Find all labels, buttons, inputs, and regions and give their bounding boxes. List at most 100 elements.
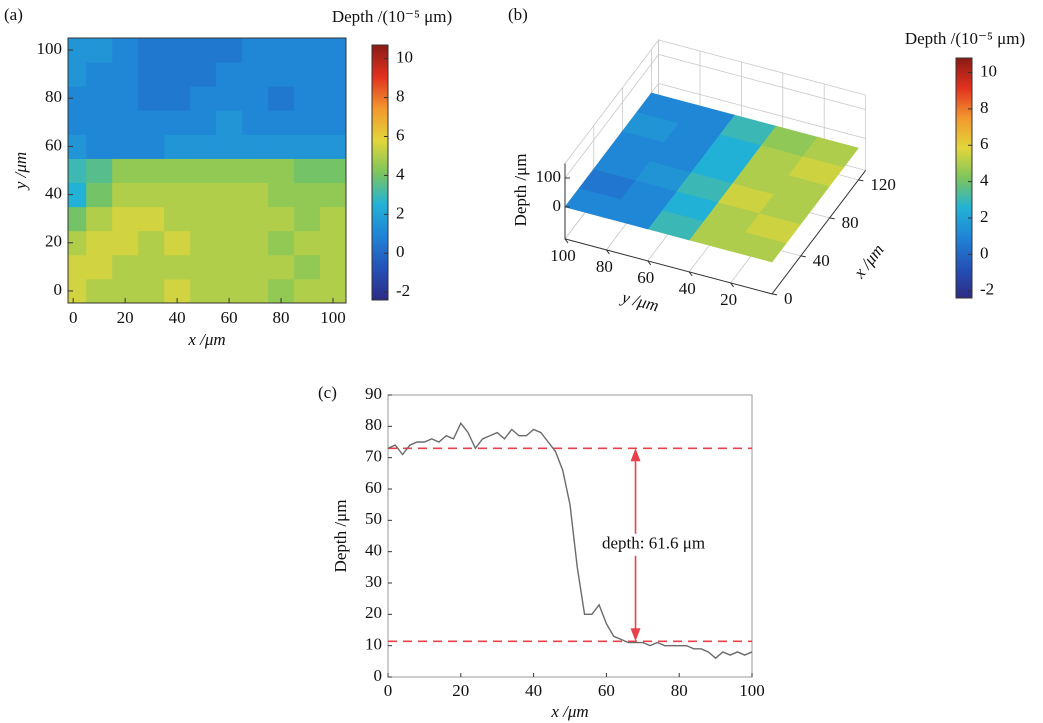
heatmap-cell: [138, 62, 165, 87]
heatmap-cell: [164, 254, 191, 280]
y-tick-label: 70: [365, 447, 382, 466]
y-tick: [730, 282, 734, 288]
colorbar-tick-label: 0: [396, 242, 405, 261]
y-tick-label: 60: [45, 135, 62, 154]
heatmap-cell: [216, 206, 243, 232]
heatmap-cell: [190, 38, 217, 63]
heatmap-cell: [112, 254, 139, 280]
heatmap-cell: [164, 206, 191, 232]
heatmap-cell: [320, 230, 346, 256]
x-tick-label: 80: [671, 681, 688, 700]
heatmap-cell: [164, 230, 191, 256]
heatmap-cell: [86, 86, 113, 111]
heatmap-cell: [242, 38, 269, 63]
heatmap-cell: [216, 230, 243, 256]
x-tick-label: 40: [525, 681, 542, 700]
x-tick-label: 40: [169, 308, 186, 327]
heatmap-cell: [138, 38, 165, 63]
heatmap-cell: [242, 110, 269, 135]
heatmap-cell: [294, 254, 321, 280]
heatmap-cell: [216, 38, 243, 63]
heatmap-cell: [242, 134, 269, 159]
heatmap-cell: [190, 62, 217, 87]
heatmap-cell: [164, 86, 191, 111]
y-axis-label: y /μm: [11, 152, 30, 191]
profile-line: [387, 421, 753, 660]
y-tick-label: 80: [365, 415, 382, 434]
y-tick-label: 60: [637, 268, 654, 287]
z-tick-label: 100: [536, 167, 562, 186]
heatmap-cell: [268, 254, 295, 280]
heatmap-cell: [68, 134, 87, 159]
colorbar-label: Depth /(10⁻⁵ μm): [905, 29, 1025, 48]
x-tick-label: 100: [739, 681, 765, 700]
colorbar: [371, 44, 389, 301]
heatmap-cell: [242, 86, 269, 111]
panel-label: (c): [318, 383, 337, 402]
heatmap-cell: [86, 182, 113, 208]
heatmap-cell: [294, 278, 321, 303]
x-tick-label: 0: [69, 308, 78, 327]
wall-grid: [564, 54, 866, 179]
heatmap-cell: [112, 182, 139, 208]
heatmap-cell: [68, 254, 87, 280]
heatmap-cell: [86, 158, 113, 184]
heatmap-cell: [164, 110, 191, 135]
heatmap-cell: [112, 206, 139, 232]
heatmap-cell: [242, 158, 269, 184]
heatmap-cell: [68, 206, 87, 232]
y-tick-label: 0: [54, 280, 63, 299]
heatmap-cell: [68, 158, 87, 184]
heatmap-cell: [216, 158, 243, 184]
heatmap-cell: [68, 278, 87, 303]
heatmap-cell: [268, 182, 295, 208]
y-tick-label: 90: [365, 384, 382, 403]
heatmap-cell: [268, 134, 295, 159]
y-tick-label: 0: [374, 666, 383, 685]
heatmap-cell: [68, 86, 87, 111]
plot-frame: [67, 37, 347, 304]
y-tick-label: 50: [365, 509, 382, 528]
colorbar-tick-label: 6: [980, 134, 989, 153]
heatmap-cell: [294, 230, 321, 256]
heatmap-cell: [190, 86, 217, 111]
heatmap-cell: [320, 110, 346, 135]
colorbar-label: Depth /(10⁻⁵ μm): [332, 7, 452, 26]
heatmap-cell: [164, 158, 191, 184]
y-tick: [564, 238, 569, 244]
x-tick-label: 60: [221, 308, 238, 327]
heatmap-cell: [112, 158, 139, 184]
heatmap-cell: [138, 254, 165, 280]
heatmap-cell: [268, 62, 295, 87]
colorbar-tick-label: -2: [980, 280, 994, 299]
colorbar: [955, 57, 973, 299]
heatmap-cell: [320, 62, 346, 87]
heatmap-cell: [242, 230, 269, 256]
heatmap-cell: [86, 230, 113, 256]
heatmap-cell: [86, 62, 113, 87]
axis-line: [564, 163, 866, 295]
annotation: depth: 61.6 μm: [602, 534, 705, 553]
colorbar-tick-label: 10: [980, 61, 997, 80]
heatmap-cell: [268, 110, 295, 135]
x-tick-label: 60: [598, 681, 615, 700]
heatmap-cell: [68, 110, 87, 135]
colorbar-tick-label: 0: [980, 243, 989, 262]
colorbar-tick-label: 6: [396, 125, 405, 144]
heatmap-cell: [268, 38, 295, 63]
heatmap-cell: [242, 62, 269, 87]
heatmap-cell: [242, 182, 269, 208]
surface-cell: [636, 92, 694, 124]
x-tick-label: 100: [320, 308, 346, 327]
heatmap-cell: [112, 230, 139, 256]
y-tick-label: 100: [37, 39, 63, 58]
heatmap-cell: [86, 206, 113, 232]
heatmap-cell: [138, 230, 165, 256]
y-tick-label: 40: [365, 541, 382, 560]
heatmap-cell: [242, 206, 269, 232]
x-tick-label: 0: [784, 289, 793, 308]
heatmap-cell: [68, 230, 87, 256]
heatmap-cell: [190, 182, 217, 208]
heatmap-cell: [138, 86, 165, 111]
